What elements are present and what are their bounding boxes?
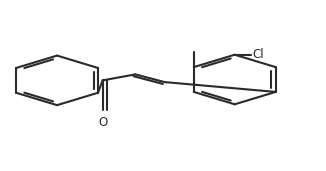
Text: O: O: [98, 116, 107, 129]
Text: Cl: Cl: [252, 48, 264, 61]
